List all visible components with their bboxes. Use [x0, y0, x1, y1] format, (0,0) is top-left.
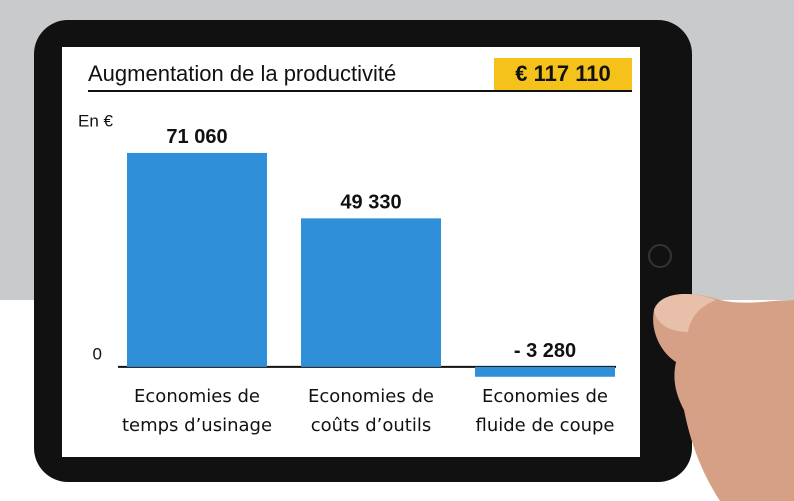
value-label: 71 060 — [166, 126, 227, 148]
chart-title: Augmentation de la productivité — [88, 61, 396, 86]
value-label: 49 330 — [340, 192, 401, 214]
x-tick-label: Economies de fluide de coupe — [459, 382, 631, 440]
y-tick-label: 0 — [93, 344, 102, 363]
y-axis-label: En € — [78, 111, 114, 130]
bar — [127, 153, 267, 367]
value-label: - 3 280 — [514, 340, 576, 362]
page: {"chart_data": {"type": "bar", "title": … — [0, 0, 794, 501]
bar — [475, 367, 615, 377]
total-label: € 117 110 — [515, 61, 610, 86]
x-tick-label: Economies de temps d’usinage — [111, 382, 283, 440]
bar — [301, 218, 441, 367]
x-tick-label: Economies de coûts d’outils — [285, 382, 457, 440]
